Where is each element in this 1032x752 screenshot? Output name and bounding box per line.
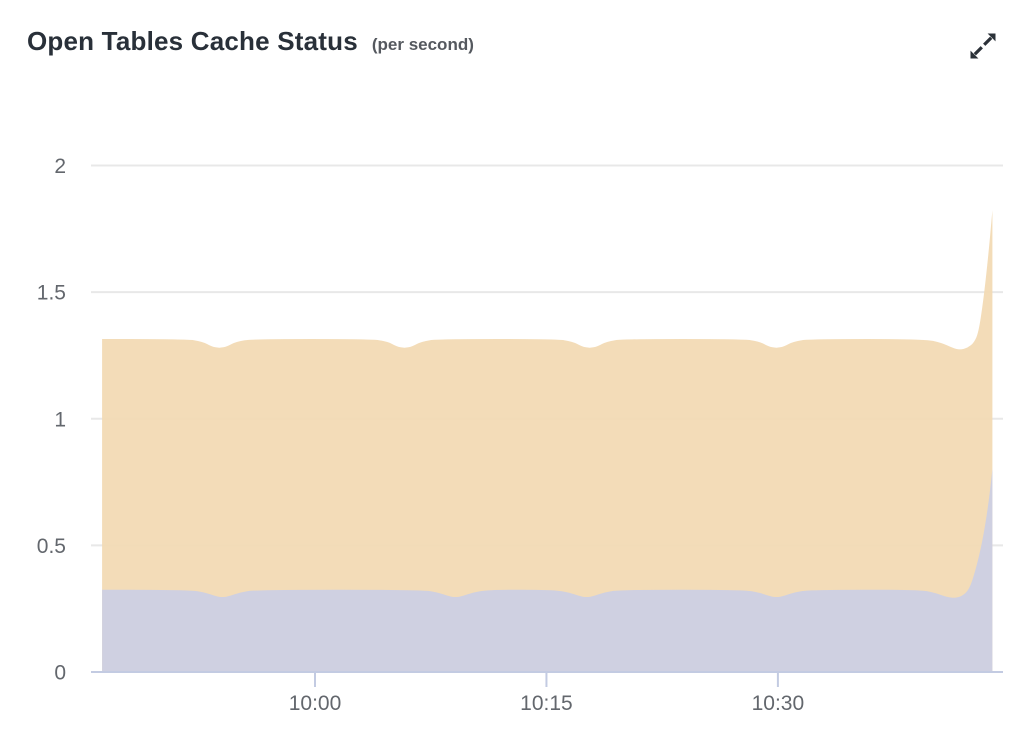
diagonal-expand-arrows-icon [970,33,996,59]
expand-panel-button[interactable] [968,31,998,61]
panel-header: Open Tables Cache Status (per second) [27,26,474,57]
area-series-lower [102,469,993,672]
y-tick-label: 0.5 [37,535,66,558]
panel-subtitle: (per second) [371,35,474,54]
area-series-upper [102,210,993,673]
y-tick-label: 2 [54,155,66,178]
panel-title[interactable]: Open Tables Cache Status [27,26,358,56]
x-tick-label: 10:15 [520,692,573,715]
y-tick-label: 1.5 [37,282,66,305]
y-tick-label: 1 [54,408,66,431]
x-tick-label: 10:00 [289,692,342,715]
y-tick-label: 0 [54,662,66,685]
x-tick-label: 10:30 [752,692,805,715]
